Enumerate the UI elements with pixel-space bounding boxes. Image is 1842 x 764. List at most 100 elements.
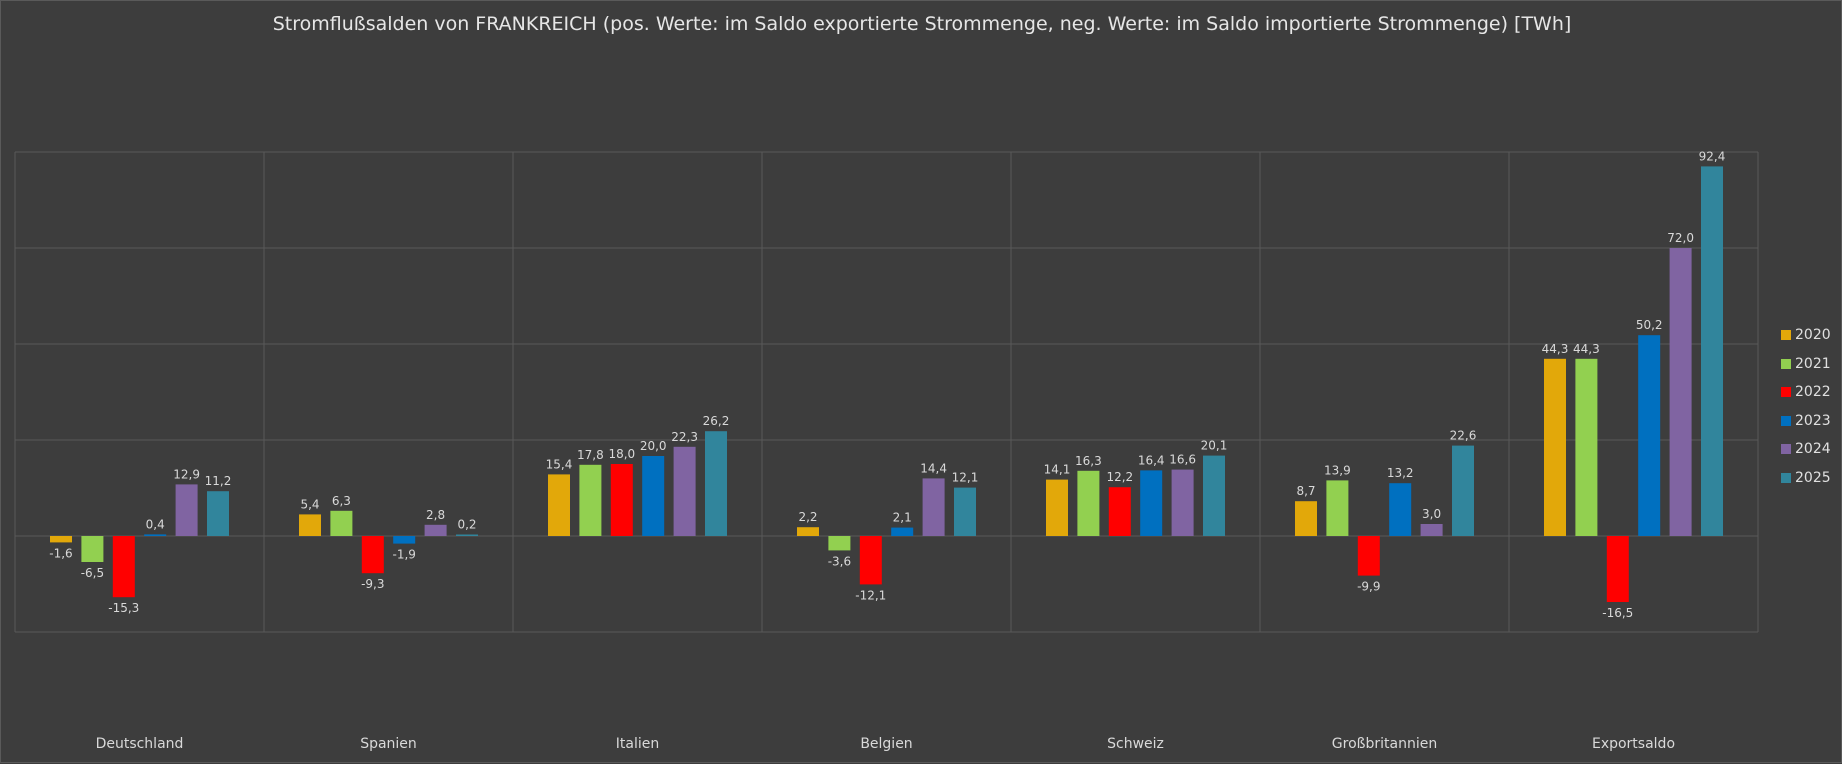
bar — [548, 474, 570, 536]
legend-item: 2020 — [1781, 321, 1831, 350]
legend-label: 2020 — [1795, 327, 1831, 344]
data-label: 15,4 — [546, 457, 573, 471]
data-label: 2,1 — [893, 511, 912, 525]
bar — [144, 534, 167, 536]
data-label: 26,2 — [703, 414, 730, 428]
legend-swatch — [1781, 472, 1791, 483]
bars — [50, 166, 1723, 602]
legend-item: 2021 — [1781, 350, 1831, 379]
legend: 2020 2021 2022 2023 2024 2025 — [1781, 321, 1831, 492]
data-label: -9,3 — [361, 577, 384, 591]
bar — [207, 491, 229, 536]
data-label: 13,9 — [1324, 463, 1351, 477]
bar — [1638, 335, 1661, 536]
data-label: 44,3 — [1573, 342, 1600, 356]
data-label: 22,3 — [671, 430, 698, 444]
bar — [1452, 445, 1474, 536]
data-label: 2,2 — [798, 510, 817, 524]
data-label: 18,0 — [608, 447, 635, 461]
data-label: 72,0 — [1667, 231, 1694, 245]
data-label: 20,1 — [1201, 439, 1228, 453]
bar — [175, 484, 198, 536]
bar — [1108, 487, 1131, 536]
data-label: -9,9 — [1357, 580, 1380, 594]
legend-item: 2023 — [1781, 407, 1831, 436]
bar — [112, 536, 135, 598]
bar — [1389, 483, 1412, 536]
chart-title: Stromflußsalden von FRANKREICH (pos. Wer… — [272, 13, 1572, 35]
data-label: 8,7 — [1296, 484, 1315, 498]
data-label: 92,4 — [1699, 149, 1726, 163]
legend-label: 2021 — [1795, 355, 1831, 372]
legend-item: 2024 — [1781, 435, 1831, 464]
legend-label: 2022 — [1795, 384, 1831, 401]
bar — [424, 524, 447, 536]
bar — [1420, 524, 1443, 536]
bar — [673, 446, 696, 536]
category-label: Schweiz — [1107, 736, 1164, 752]
data-label: 12,2 — [1106, 470, 1133, 484]
data-label: 6,3 — [332, 494, 351, 508]
data-label: -6,5 — [81, 566, 104, 580]
legend-item: 2022 — [1781, 378, 1831, 407]
legend-label: 2025 — [1795, 469, 1831, 486]
bar — [456, 534, 478, 536]
category-label: Italien — [616, 736, 659, 752]
bar — [797, 527, 819, 536]
bar — [922, 478, 945, 536]
bar — [361, 536, 384, 574]
bar — [50, 536, 72, 543]
data-label: 13,2 — [1387, 466, 1414, 480]
data-labels: -1,6 -6,5 -15,3 0,4 12,9 11,2 Deutschland 5,4 6,… — [49, 149, 1725, 752]
bar — [1077, 470, 1100, 536]
bar — [393, 536, 416, 544]
legend-label: 2024 — [1795, 441, 1831, 458]
category-label: Deutschland — [96, 736, 184, 752]
category-label: Belgien — [860, 736, 912, 752]
data-label: -16,5 — [1602, 606, 1633, 620]
bar — [1544, 358, 1566, 536]
data-label: 0,4 — [146, 517, 165, 531]
data-label: 44,3 — [1542, 342, 1569, 356]
gridlines — [14, 151, 1759, 633]
category-label: Großbritannien — [1332, 736, 1437, 752]
bar — [1140, 470, 1163, 536]
bar — [1606, 536, 1629, 602]
legend-swatch — [1781, 444, 1791, 455]
data-label: -3,6 — [828, 554, 851, 568]
legend-swatch — [1781, 415, 1791, 426]
bar — [1171, 469, 1194, 536]
bar — [705, 431, 727, 536]
data-label: 0,2 — [457, 518, 476, 532]
data-label: 11,2 — [205, 474, 232, 488]
bar — [1203, 455, 1225, 536]
bar — [954, 487, 976, 536]
bar — [299, 514, 321, 536]
bar — [1326, 480, 1349, 536]
data-label: 17,8 — [577, 448, 604, 462]
bar — [891, 527, 914, 536]
data-label: 16,4 — [1138, 453, 1165, 467]
data-label: -15,3 — [108, 601, 139, 615]
legend-swatch — [1781, 387, 1791, 398]
data-label: 12,1 — [952, 471, 979, 485]
bar — [1575, 358, 1598, 536]
data-label: 22,6 — [1450, 429, 1477, 443]
category-label: Spanien — [360, 736, 417, 752]
bar — [1669, 248, 1692, 536]
bar — [1701, 166, 1723, 536]
data-label: 12,9 — [173, 467, 200, 481]
category-label: Exportsaldo — [1592, 736, 1675, 752]
bar — [81, 536, 104, 562]
data-label: -1,9 — [392, 548, 415, 562]
legend-swatch — [1781, 358, 1791, 369]
legend-label: 2023 — [1795, 412, 1831, 429]
legend-swatch — [1781, 330, 1791, 341]
data-label: 5,4 — [300, 497, 319, 511]
bar — [859, 536, 882, 585]
bar — [330, 510, 353, 536]
bar — [1295, 501, 1317, 536]
data-label: 16,3 — [1075, 454, 1102, 468]
data-label: 14,4 — [920, 461, 947, 475]
